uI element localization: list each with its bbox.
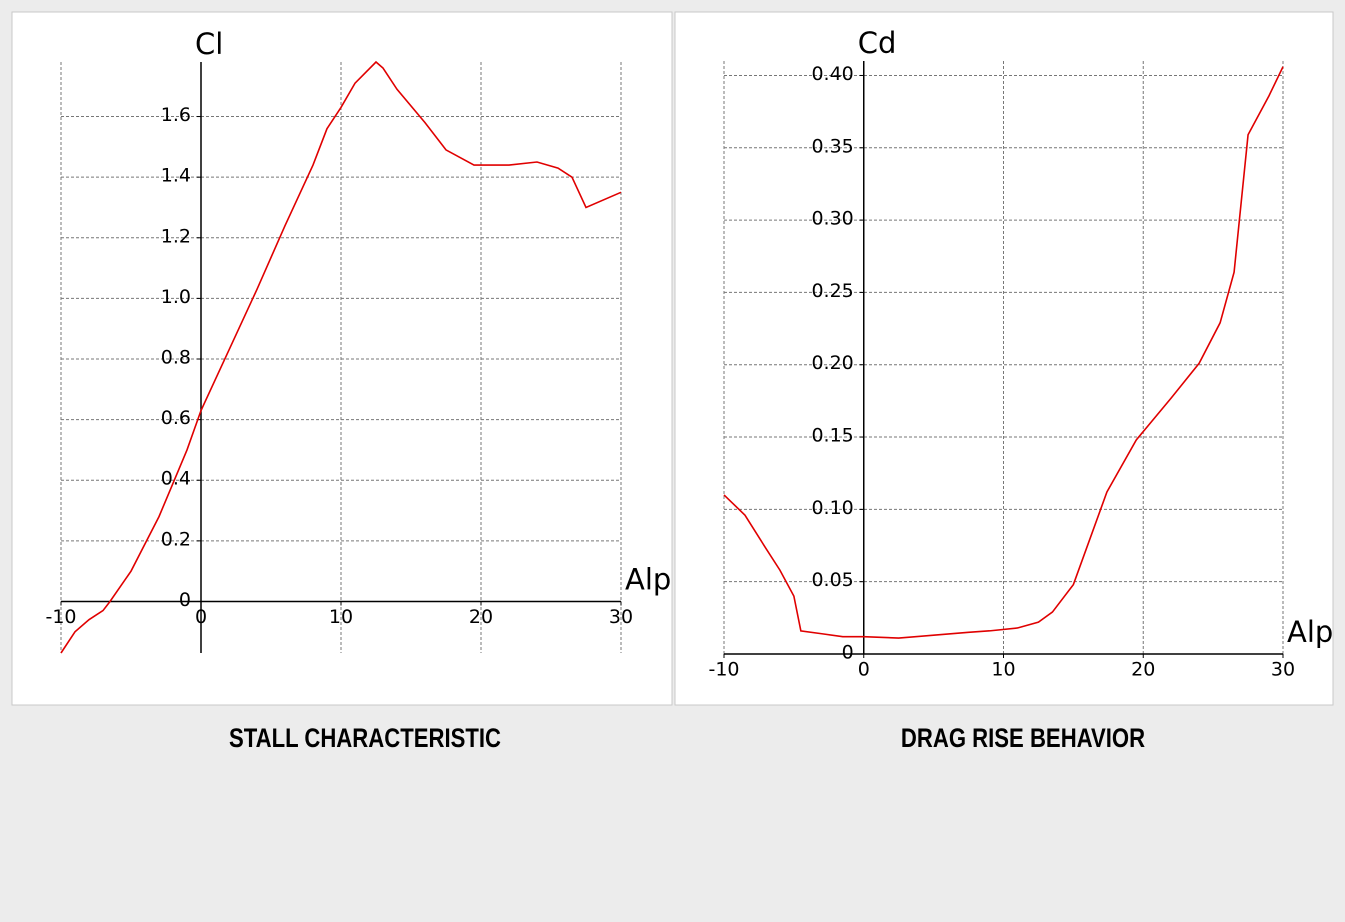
y-tick-label: 1.2 [161,225,191,247]
x-tick-label: 20 [1131,659,1155,681]
y-tick-label: 0.40 [811,63,853,85]
x-tick-label: 10 [329,606,353,628]
y-tick-label: 0.20 [811,352,853,374]
x-tick-label: 30 [609,606,633,628]
x-tick-label: 30 [1271,659,1295,681]
y-tick-label: 0.25 [811,280,853,302]
data-line [60,60,622,654]
x-tick-label: -10 [708,659,739,681]
x-tick-label: 10 [991,659,1015,681]
y-tick-label: 0.8 [161,347,191,369]
y-tick-label: 0.6 [161,407,191,429]
x-tick-label: 0 [858,659,870,681]
data-line [723,66,1284,639]
y-tick-label: 0.35 [811,135,853,157]
y-tick-label: 0.05 [811,569,853,591]
x-axis-label: Alp [625,562,671,596]
y-axis-label: Cl [195,27,223,61]
x-axis-label: Alp [1287,615,1333,649]
y-tick-label: 0.10 [811,497,853,519]
y-tick-label: 0 [842,642,854,664]
x-tick-label: -10 [45,606,76,628]
y-tick-label: 0.15 [811,425,853,447]
chart-title: DRAG RISE BEHAVIOR [901,724,1145,754]
chart-title: STALL CHARACTERISTIC [229,724,501,754]
y-tick-label: 1.6 [161,104,191,126]
y-tick-label: 0 [179,589,191,611]
y-tick-label: 0.2 [161,528,191,550]
y-tick-label: 1.4 [161,165,191,187]
panel [11,11,673,706]
y-tick-label: 1.0 [161,286,191,308]
y-axis-label: Cd [858,26,897,60]
x-tick-label: 20 [469,606,493,628]
y-tick-label: 0.30 [811,208,853,230]
y-tick-label: 0.4 [161,468,191,490]
